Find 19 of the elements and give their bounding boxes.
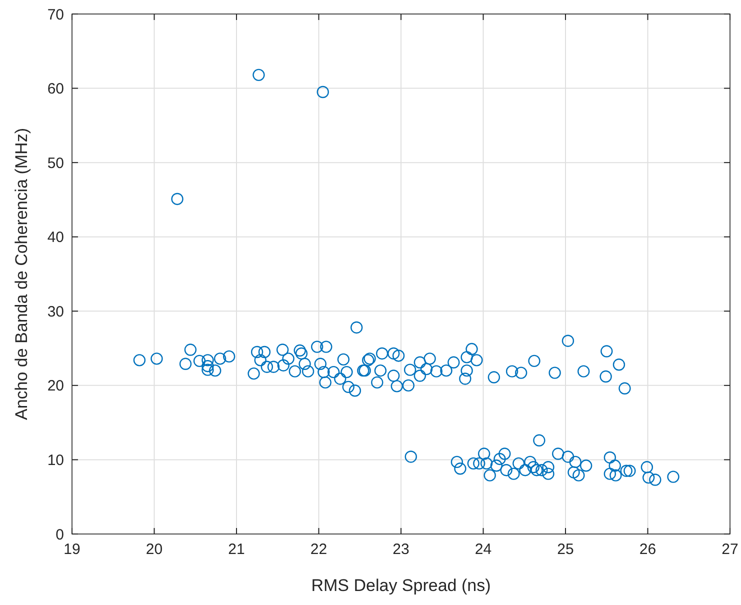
y-tick-label: 30 [47,303,64,320]
y-tick-label: 50 [47,154,64,172]
x-tick-label: 23 [392,541,410,558]
y-tick-label: 40 [47,229,64,246]
x-tick-label: 27 [722,541,738,558]
y-axis-title: Ancho de Banda de Coherencia (MHz) [12,128,31,420]
y-tick-label: 20 [47,378,64,395]
y-tick-label: 10 [47,452,64,469]
x-tick-label: 21 [228,541,245,558]
x-tick-label: 19 [64,541,80,558]
x-tick-label: 26 [639,541,656,558]
y-tick-label: 70 [47,6,64,24]
x-tick-label: 25 [557,541,574,558]
y-tick-label: 60 [47,80,64,98]
y-tick-label: 0 [56,526,64,544]
x-axis-title: RMS Delay Spread (ns) [311,576,491,595]
x-tick-label: 20 [146,541,163,558]
x-tick-label: 24 [474,541,492,558]
x-tick-label: 22 [310,541,328,558]
